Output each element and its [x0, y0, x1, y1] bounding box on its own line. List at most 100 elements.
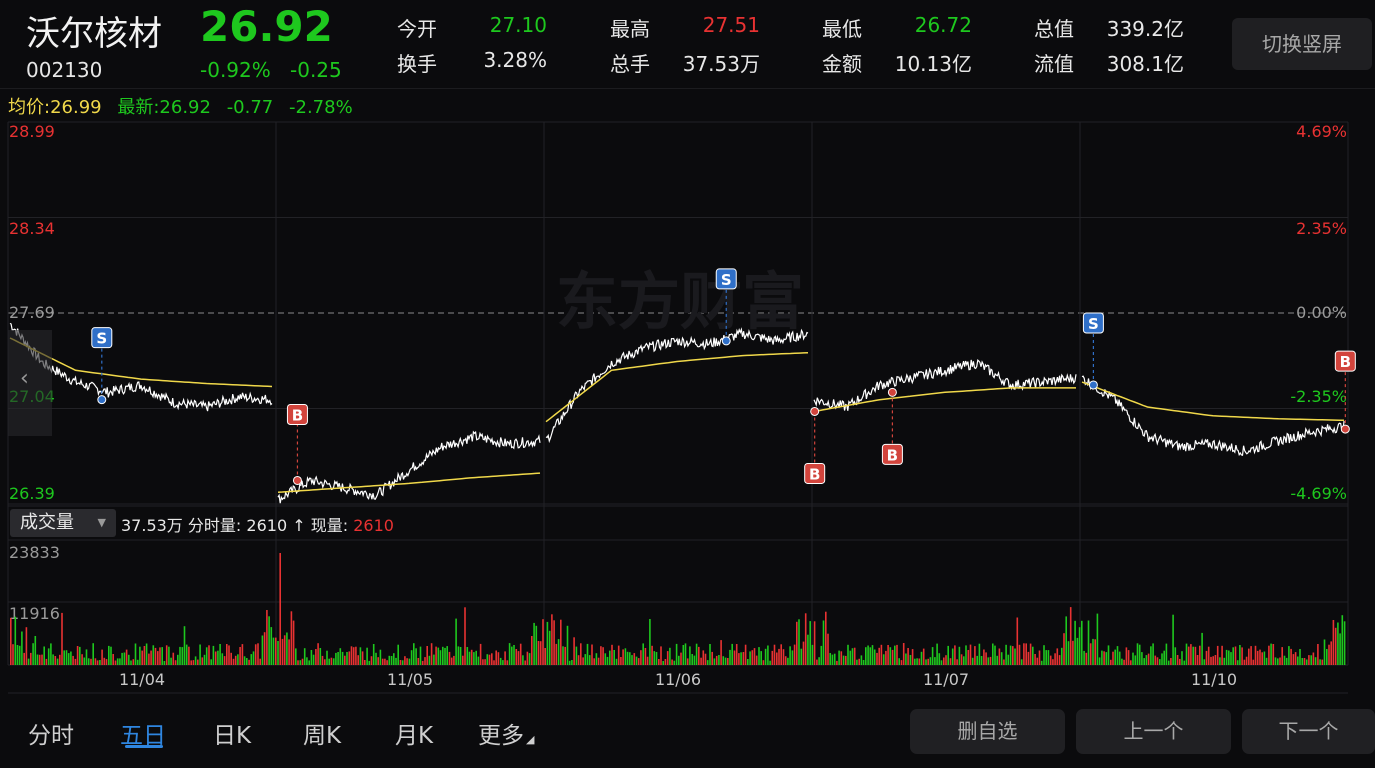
volume-bar	[971, 657, 974, 665]
volume-bar	[642, 643, 644, 665]
five-day-chart[interactable]: 东方财富 28.9928.3427.6927.0426.394.69%2.35%…	[0, 118, 1375, 698]
volume-bar	[488, 654, 491, 665]
tab-weekly-k[interactable]: 周K	[303, 723, 342, 749]
volume-bar	[1314, 657, 1317, 665]
volume-bar	[134, 643, 137, 665]
average-line	[813, 387, 1076, 413]
change-amount: -0.25	[290, 58, 342, 82]
volume-bar	[161, 647, 163, 665]
volume-indicator-select[interactable]: 成交量 ▼	[10, 509, 116, 537]
volume-bar	[680, 652, 682, 665]
volume-bar	[16, 645, 19, 665]
volume-bar	[1061, 647, 1063, 665]
volume-bar	[698, 646, 700, 665]
volume-bar	[1223, 657, 1226, 665]
volume-bar	[377, 657, 379, 665]
volume-bar	[10, 617, 12, 665]
volume-bar	[85, 649, 88, 665]
date-label: 11/05	[387, 670, 433, 689]
volume-bar	[1199, 645, 1201, 665]
volume-bar	[524, 660, 526, 665]
volume-bar	[199, 644, 201, 665]
volume-bar	[749, 651, 751, 665]
volume-bar	[907, 648, 909, 665]
tab-monthly-k[interactable]: 月K	[395, 723, 434, 749]
volume-bar	[513, 645, 515, 665]
volume-bar	[94, 658, 97, 665]
volume-bar	[595, 653, 598, 665]
volume-bar	[145, 643, 148, 665]
volume-bar	[132, 659, 135, 665]
volume-bar	[1047, 650, 1050, 665]
volume-bar	[1078, 627, 1081, 665]
volume-bar	[896, 644, 898, 665]
volume-bar	[1023, 643, 1025, 665]
avg-label: 均价:	[8, 97, 51, 118]
tab-daily-k[interactable]: 日K	[213, 723, 252, 749]
volume-bar	[747, 659, 749, 665]
tab-five-day[interactable]: 五日	[120, 723, 166, 749]
volume-bar	[831, 654, 834, 665]
marker-dot	[292, 475, 302, 485]
volume-bar	[833, 653, 836, 665]
volume-bar	[580, 643, 582, 665]
volume-bar	[303, 648, 306, 665]
volume-bar	[448, 651, 451, 665]
volume-bar	[170, 657, 172, 665]
volume-bar	[413, 643, 415, 665]
volume-bar	[1176, 655, 1179, 665]
volume-bar	[753, 648, 756, 665]
volume-bar	[1167, 660, 1170, 665]
volume-bar	[1159, 659, 1161, 665]
volume-bar	[898, 658, 900, 665]
current-volume-label: 现量:	[310, 516, 349, 535]
quote-label-open: 今开	[397, 17, 437, 41]
volume-bar	[428, 655, 431, 665]
volume-bar	[502, 660, 504, 665]
marker-dot	[887, 387, 897, 397]
volume-bar	[784, 656, 787, 665]
volume-bar	[551, 614, 553, 665]
volume-bar	[1174, 647, 1177, 665]
volume-bar	[722, 656, 725, 665]
price-lines	[9, 322, 1345, 504]
volume-bar	[1121, 658, 1123, 665]
volume-bar	[1032, 646, 1034, 665]
volume-bar	[958, 646, 961, 665]
quote-value-open: 27.10	[489, 13, 547, 37]
volume-bar	[617, 645, 620, 665]
volume-bar	[825, 611, 827, 665]
volume-bar	[744, 644, 747, 665]
volume-bar	[83, 657, 86, 665]
volume-bar	[998, 648, 1001, 665]
tab-more[interactable]: 更多 ◢	[478, 716, 534, 750]
volume-bar	[1094, 639, 1096, 665]
volume-bar	[435, 646, 437, 665]
volume-bar	[943, 657, 945, 665]
volume-bar	[891, 649, 894, 665]
volume-bar	[128, 654, 130, 665]
caret-down-icon: ▼	[97, 516, 106, 529]
volume-bar	[47, 648, 50, 665]
remove-watchlist-button[interactable]: 删自选	[910, 709, 1065, 754]
tab-intraday[interactable]: 分时	[28, 723, 74, 749]
volume-bar	[286, 632, 288, 665]
volume-bar	[1089, 643, 1092, 665]
volume-bar	[1154, 655, 1157, 665]
volume-bar	[838, 650, 840, 665]
volume-bar	[1138, 644, 1141, 665]
volume-bar	[1052, 659, 1054, 665]
volume-bar	[444, 647, 446, 665]
previous-stock-button[interactable]: 上一个	[1076, 709, 1231, 754]
volume-bar	[945, 655, 947, 665]
volume-bar	[511, 646, 513, 665]
next-stock-button[interactable]: 下一个	[1242, 709, 1375, 754]
volume-bar	[27, 658, 30, 665]
volume-bar	[673, 660, 676, 665]
chevron-left-icon[interactable]: ‹	[20, 366, 29, 391]
switch-portrait-button[interactable]: 切换竖屏	[1232, 18, 1372, 70]
volume-bar	[221, 653, 224, 665]
volume-bar	[1012, 646, 1014, 665]
volume-bar	[816, 659, 818, 665]
volume-bar	[270, 627, 273, 665]
